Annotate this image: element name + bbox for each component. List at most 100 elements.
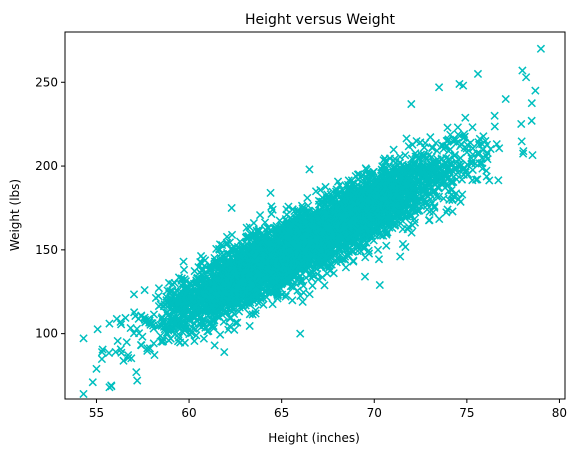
scatter-point [337, 242, 346, 252]
scatter-point [361, 164, 370, 173]
scatter-point [195, 288, 204, 297]
scatter-point [355, 230, 364, 240]
scatter-point [243, 295, 252, 304]
scatter-point [369, 226, 379, 235]
scatter-point [527, 99, 536, 108]
scatter-point [217, 289, 226, 298]
scatter-point [276, 232, 285, 242]
scatter-point [259, 300, 268, 309]
scatter-point [222, 308, 231, 317]
scatter-point [223, 276, 232, 285]
scatter-point [330, 240, 339, 249]
scatter-point [197, 270, 206, 279]
scatter-point [162, 296, 171, 305]
scatter-point [314, 196, 324, 205]
scatter-point [210, 341, 219, 350]
scatter-point [163, 317, 173, 327]
scatter-point [129, 290, 139, 299]
scatter-point [445, 154, 454, 164]
scatter-point [258, 262, 267, 271]
scatter-point [437, 154, 446, 163]
scatter-point [132, 368, 141, 377]
scatter-point [302, 221, 311, 231]
scatter-point [234, 307, 244, 316]
scatter-point [448, 195, 457, 204]
scatter-point [321, 224, 330, 233]
scatter-point [219, 317, 228, 326]
scatter-point [485, 176, 494, 185]
scatter-point [309, 209, 319, 219]
scatter-point [441, 159, 450, 169]
scatter-point [287, 269, 296, 278]
scatter-point [373, 245, 383, 255]
scatter-point [263, 273, 273, 282]
scatter-point [137, 341, 146, 350]
scatter-point [333, 177, 343, 186]
scatter-point [340, 255, 349, 264]
scatter-point [201, 323, 210, 332]
scatter-point [216, 330, 225, 339]
scatter-point [272, 278, 281, 288]
scatter-point [430, 187, 439, 196]
scatter-point [318, 273, 327, 282]
scatter-point [419, 193, 428, 202]
scatter-point [402, 134, 411, 143]
scatter-point [117, 320, 126, 329]
scatter-point [255, 210, 265, 220]
scatter-point [495, 144, 504, 153]
scatter-point [388, 223, 397, 233]
scatter-point [275, 254, 284, 264]
scatter-point [353, 226, 362, 235]
scatter-point [494, 176, 503, 185]
scatter-point [119, 356, 128, 365]
scatter-point [379, 207, 388, 216]
scatter-point [455, 159, 465, 168]
scatter-point [418, 185, 427, 194]
scatter-point [240, 250, 249, 260]
scatter-point [343, 180, 353, 189]
scatter-point [251, 232, 261, 241]
scatter-point [242, 234, 251, 243]
scatter-point [269, 247, 278, 256]
scatter-point [305, 290, 314, 299]
scatter-point [378, 220, 387, 229]
scatter-point [410, 214, 419, 224]
scatter-point [310, 253, 319, 262]
scatter-point [266, 252, 275, 261]
scatter-point [263, 223, 272, 233]
scatter-point [272, 221, 281, 231]
scatter-point [159, 302, 169, 311]
scatter-point [347, 216, 357, 225]
scatter-point [478, 164, 487, 173]
scatter-point [408, 221, 417, 230]
scatter-point [184, 307, 194, 316]
scatter-point [173, 337, 183, 346]
scatter-point [325, 233, 334, 243]
scatter-point [355, 201, 364, 210]
scatter-point [281, 214, 290, 224]
scatter-point [373, 190, 382, 199]
scatter-point [357, 214, 366, 224]
scatter-point [168, 279, 177, 289]
scatter-point [238, 266, 248, 276]
scatter-point [231, 249, 241, 258]
scatter-point [341, 191, 351, 200]
scatter-point [429, 167, 439, 176]
scatter-point [369, 219, 378, 228]
scatter-point [268, 205, 277, 214]
scatter-point [295, 208, 304, 218]
scatter-point [327, 199, 336, 208]
scatter-point [213, 269, 222, 278]
scatter-point [192, 300, 201, 310]
scatter-point [388, 198, 397, 208]
scatter-point [238, 301, 247, 310]
scatter-point [244, 270, 254, 279]
scatter-point [481, 136, 490, 146]
scatter-point [294, 235, 303, 244]
scatter-point [190, 336, 199, 346]
scatter-point [330, 251, 339, 260]
scatter-point [200, 315, 209, 324]
scatter-point [450, 151, 459, 160]
scatter-point [306, 266, 316, 276]
scatter-point [79, 334, 88, 343]
